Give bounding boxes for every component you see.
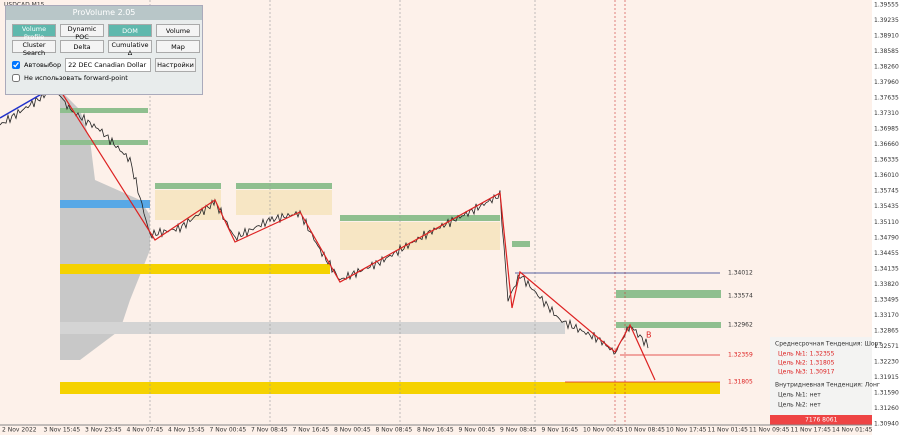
price-label: 1.31590 <box>874 389 899 396</box>
price-label: 1.33820 <box>874 281 899 288</box>
label: Автовыбор <box>24 61 62 69</box>
info-box <box>770 337 872 415</box>
price-label: 1.39235 <box>874 17 899 24</box>
info-footer-text: 7176 8061 <box>805 417 838 424</box>
time-label: 11 Nov 09:45 <box>749 427 790 434</box>
info-target: Цель №3: 1.30917 <box>778 369 835 376</box>
time-label: 11 Nov 01:45 <box>708 427 749 434</box>
button[interactable]: Delta <box>60 40 104 53</box>
wave-lines <box>59 89 656 381</box>
time-label: 8 Nov 08:45 <box>376 427 413 434</box>
price-label: 1.38910 <box>874 33 899 40</box>
button[interactable]: Настройки <box>155 58 196 72</box>
time-label: 7 Nov 08:45 <box>251 427 288 434</box>
button[interactable]: Dynamic POC <box>60 24 104 41</box>
panel-title: ProVolume 2.05 <box>6 6 202 20</box>
price-label: 1.35435 <box>874 203 899 210</box>
wave-label: B <box>646 331 652 340</box>
price-label: 1.39555 <box>874 2 899 9</box>
button-grid: Volume Profile Dynamic POC DOM Volume Cl… <box>6 20 202 57</box>
row: Автовыбор 22 DEC Canadian Dollar Настрой… <box>6 57 202 73</box>
price-label: 1.36335 <box>874 157 899 164</box>
level-label: 1.32962 <box>728 322 753 329</box>
price-label: 1.36985 <box>874 126 899 133</box>
button[interactable]: Volume <box>156 24 200 37</box>
time-label: 8 Nov 00:45 <box>334 427 371 434</box>
price-label: 1.35110 <box>874 219 899 226</box>
select[interactable]: 22 DEC Canadian Dollar <box>65 58 151 72</box>
time-label: 10 Nov 17:45 <box>666 427 707 434</box>
provolume-panel: ProVolume 2.05 Volume Profile Dynamic PO… <box>5 5 203 95</box>
price-label: 1.37310 <box>874 110 899 117</box>
price-label: 1.37960 <box>874 79 899 86</box>
time-label: 14 Nov 01:45 <box>832 427 873 434</box>
price-label: 1.34455 <box>874 250 899 257</box>
button[interactable]: Volume Profile <box>12 24 56 41</box>
price-label: 1.31260 <box>874 405 899 412</box>
poc <box>60 200 150 208</box>
time-label: 10 Nov 08:45 <box>625 427 666 434</box>
time-label: 3 Nov 15:45 <box>44 427 81 434</box>
time-label: 4 Nov 07:45 <box>127 427 164 434</box>
price-label: 1.38260 <box>874 64 899 71</box>
time-label: 3 Nov 23:45 <box>85 427 122 434</box>
info-title: Среднесрочная Тенденция: Шорт <box>775 341 882 348</box>
time-label: 9 Nov 08:45 <box>500 427 537 434</box>
price-label: 1.32230 <box>874 358 899 365</box>
button[interactable]: Cluster Search <box>12 40 56 57</box>
time-label: 7 Nov 16:45 <box>293 427 330 434</box>
price-label: 1.30940 <box>874 421 899 428</box>
price-label: 1.32571 <box>874 343 899 350</box>
checkbox[interactable] <box>12 61 20 69</box>
time-label: 9 Nov 00:45 <box>459 427 496 434</box>
time-label: 4 Nov 15:45 <box>168 427 205 434</box>
time-label: 10 Nov 00:45 <box>583 427 624 434</box>
time-label: 2 Nov 2022 <box>2 427 37 434</box>
zones <box>155 190 500 250</box>
time-label: 7 Nov 00:45 <box>210 427 247 434</box>
volume-profile <box>60 90 565 360</box>
checkbox[interactable] <box>12 74 20 82</box>
zones <box>60 108 721 328</box>
button[interactable]: Cumulative Δ <box>108 40 152 57</box>
level-label: 1.32359 <box>728 352 753 359</box>
price-line <box>0 86 649 355</box>
info-target: Цель №1: 1.32355 <box>778 351 835 358</box>
price-axis-bg <box>872 0 900 435</box>
info-title: Внутридневная Тенденция: Лонг <box>775 382 880 389</box>
price-label: 1.32865 <box>874 327 899 334</box>
info-footer <box>770 415 872 425</box>
price-label: 1.31915 <box>874 374 899 381</box>
button[interactable]: DOM <box>108 24 152 37</box>
level-label: 1.33574 <box>728 293 753 300</box>
info-target: Цель №2: нет <box>778 402 821 409</box>
time-label: 9 Nov 16:45 <box>542 427 579 434</box>
price-label: 1.34790 <box>874 234 899 241</box>
session-lines <box>149 0 626 425</box>
price-label: 1.38585 <box>874 48 899 55</box>
level-label: 1.31805 <box>728 379 753 386</box>
info-target: Цель №2: 1.31805 <box>778 360 835 367</box>
price-label: 1.37635 <box>874 95 899 102</box>
price-label: 1.33170 <box>874 312 899 319</box>
button[interactable]: Map <box>156 40 200 53</box>
price-label: 1.36010 <box>874 172 899 179</box>
info-target: Цель №1: нет <box>778 392 821 399</box>
row: Не использовать forward-point <box>6 73 202 83</box>
price-label: 1.36660 <box>874 141 899 148</box>
label: Не использовать forward-point <box>24 74 128 82</box>
time-label: 11 Nov 17:45 <box>791 427 832 434</box>
price-label: 1.35745 <box>874 188 899 195</box>
zone <box>60 264 330 274</box>
time-label: 8 Nov 16:45 <box>417 427 454 434</box>
level-label: 1.34012 <box>728 270 753 277</box>
zone <box>60 382 720 394</box>
price-label: 1.33495 <box>874 296 899 303</box>
price-label: 1.34135 <box>874 265 899 272</box>
